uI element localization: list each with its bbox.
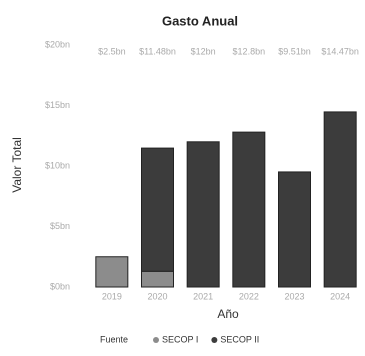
y-axis-title: Valor Total (10, 137, 24, 193)
bar-segment (141, 147, 174, 272)
bar-segment (323, 111, 357, 288)
legend-label: SECOP I (162, 334, 198, 344)
y-tick-label: $0bn (50, 281, 70, 291)
x-tick-label: 2024 (330, 291, 350, 301)
legend-marker (211, 337, 218, 343)
y-tick-label: $10bn (45, 160, 70, 170)
x-tick-label: 2022 (239, 291, 259, 301)
total-label: $12bn (191, 46, 216, 56)
total-label: $9.51bn (278, 46, 311, 56)
bar-segment (278, 171, 311, 288)
legend-marker (153, 337, 159, 343)
bar-segment (232, 131, 266, 288)
y-tick-label: $5bn (50, 221, 70, 231)
total-label: $12.8bn (233, 46, 266, 56)
bar-segment (186, 141, 220, 288)
total-label: $14.47bn (321, 46, 359, 56)
bar-segment (95, 256, 129, 288)
total-label: $2.5bn (98, 46, 126, 56)
x-axis-title: Año (217, 307, 239, 321)
y-tick-label: $15bn (45, 100, 70, 110)
chart-title: Gasto Anual (162, 13, 238, 28)
legend-label: SECOP II (220, 334, 259, 344)
bar-segment (141, 270, 174, 288)
x-tick-label: 2020 (147, 291, 167, 301)
x-tick-label: 2021 (193, 291, 213, 301)
y-tick-label: $20bn (45, 39, 70, 49)
total-label: $11.48bn (139, 46, 176, 56)
x-tick-label: 2019 (102, 291, 122, 301)
x-tick-label: 2023 (284, 291, 304, 301)
legend-title: Fuente (100, 334, 128, 344)
